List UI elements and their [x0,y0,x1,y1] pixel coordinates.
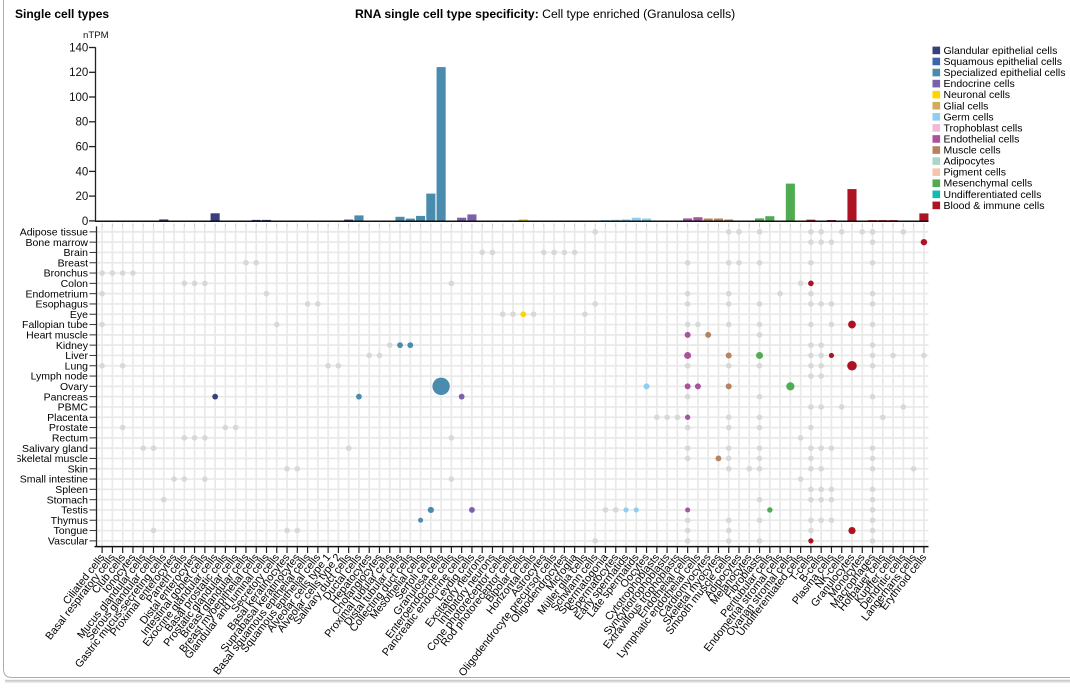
svg-text:Thymus: Thymus [51,515,88,527]
svg-text:Salivary gland: Salivary gland [22,443,88,455]
svg-text:Pigment cells: Pigment cells [944,167,1006,179]
svg-text:Fallopian tube: Fallopian tube [22,319,88,331]
svg-text:Single cell types: Single cell types [15,7,109,21]
svg-text:Adipocytes: Adipocytes [944,156,995,168]
svg-text:Breast: Breast [58,257,88,269]
svg-text:PBMC: PBMC [58,402,89,414]
svg-text:Blood & immune cells: Blood & immune cells [944,200,1045,212]
svg-text:Endometrium: Endometrium [26,288,89,300]
svg-text:Neuronal cells: Neuronal cells [944,89,1011,101]
svg-text:80: 80 [76,117,89,129]
svg-text:Stomach: Stomach [47,494,89,506]
svg-text:Testis: Testis [61,505,88,517]
svg-text:Pancreas: Pancreas [44,391,88,403]
svg-text:Rectum: Rectum [52,432,88,444]
svg-text:Muscle cells: Muscle cells [944,145,1001,157]
svg-text:60: 60 [76,142,89,154]
svg-text:40: 40 [76,166,89,178]
svg-text:Tongue: Tongue [54,525,89,537]
svg-text:Endocrine cells: Endocrine cells [944,78,1015,90]
svg-text:Spleen: Spleen [55,484,88,496]
svg-text:Bronchus: Bronchus [44,268,88,280]
svg-text:Small intestine: Small intestine [20,474,88,486]
svg-text:Prostate: Prostate [49,422,88,434]
svg-text:Glandular epithelial cells: Glandular epithelial cells [944,45,1058,57]
svg-text:Vascular: Vascular [48,535,89,547]
svg-text:Lung: Lung [65,360,89,372]
svg-text:120: 120 [69,67,88,79]
svg-text:Liver: Liver [65,350,88,362]
svg-text:Kidney: Kidney [56,340,89,352]
svg-text:Skeletal muscle: Skeletal muscle [14,453,88,465]
svg-text:Heart muscle: Heart muscle [26,329,88,341]
svg-text:Undifferentiated cells: Undifferentiated cells [944,189,1042,201]
svg-text:Glial cells: Glial cells [944,100,989,112]
svg-text:Eye: Eye [70,309,88,321]
svg-text:0: 0 [82,216,88,228]
svg-text:Brain: Brain [63,247,88,259]
svg-text:Esophagus: Esophagus [35,299,88,311]
svg-text:Colon: Colon [61,278,89,290]
svg-text:100: 100 [69,92,88,104]
svg-text:nTPM: nTPM [83,30,109,41]
svg-text:20: 20 [76,191,89,203]
svg-text:140: 140 [69,42,88,54]
svg-text:Placenta: Placenta [47,412,88,424]
svg-text:Trophoblast cells: Trophoblast cells [944,122,1023,134]
svg-text:Skin: Skin [68,463,89,475]
svg-text:Endothelial cells: Endothelial cells [944,133,1020,145]
svg-text:Lymph node: Lymph node [31,371,89,383]
svg-text:Mesenchymal cells: Mesenchymal cells [944,178,1033,190]
svg-text:Adipose tissue: Adipose tissue [20,226,88,238]
svg-text:Specialized epithelial cells: Specialized epithelial cells [944,67,1066,79]
svg-text:RNA single cell type specifici: RNA single cell type specificity: Cell t… [355,7,735,21]
svg-text:Germ cells: Germ cells [944,111,994,123]
svg-text:Bone marrow: Bone marrow [26,237,89,249]
svg-text:Squamous epithelial cells: Squamous epithelial cells [944,56,1062,68]
svg-text:Ovary: Ovary [60,381,89,393]
